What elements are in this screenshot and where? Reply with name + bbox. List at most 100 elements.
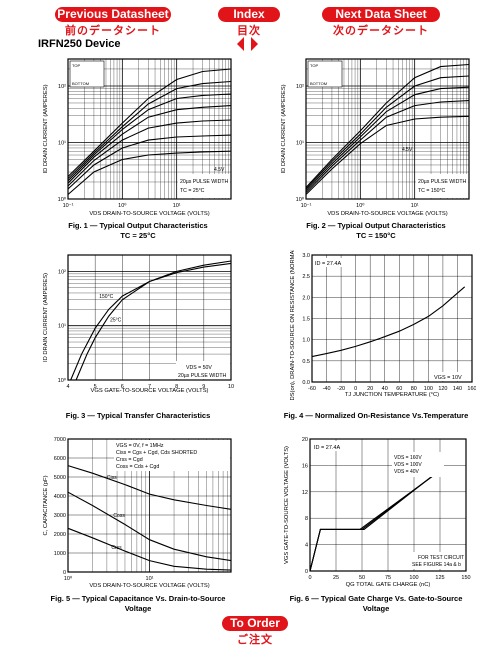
fig2-annotation-pulse: 20µs PULSE WIDTH [418, 179, 466, 185]
fig6-note-line2: SEE FIGURE 14a & b [412, 562, 461, 568]
fig4-annotation-box [314, 258, 348, 267]
fig1-x-axis-label: VDS DRAIN-TO-SOURCE VOLTAGE (VOLTS) [89, 211, 209, 217]
fig5-series-label-crss: Crss [111, 545, 122, 551]
fig2-x-axis-label: VDS DRAIN-TO-SOURCE VOLTAGE (VOLTS) [327, 211, 447, 217]
fig6-y-tick-label: 0 [305, 569, 308, 575]
fig1-annotation-temp: TC = 25°C [180, 188, 205, 194]
fig5-capacitance-chart: 10⁰ 10¹ 0 1000 2000 3000 4000 5000 6000 7000 VDS D… [43, 437, 232, 588]
fig4-y-tick-label: 1.0 [302, 338, 310, 344]
fig1-annotation-pulse: 20µs PULSE WIDTH [180, 179, 228, 185]
fig2-y-axis-label: ID DRAIN CURRENT (AMPERES) [281, 84, 287, 173]
fig6-caption: Fig. 6 — Typical Gate Charge Vs. Gate-to… [261, 594, 491, 614]
fig5-series-0-line [67, 465, 232, 510]
fig5-legend-box [114, 440, 230, 471]
fig5-series-label-coss: Coss [113, 513, 125, 519]
fig4-y-tick-label: 0.0 [302, 380, 310, 386]
fig3-series-label-150c: 150°C [99, 294, 113, 300]
previous-datasheet-button[interactable]: Previous Datasheet [55, 7, 171, 22]
fig2-y-tick-label: 10² [296, 84, 304, 90]
fig3-transfer-characteristics-chart: 4 5 6 7 8 9 10 10⁰ 10¹ 10² VGS GATE-TO-SOURCE VOLT… [43, 254, 234, 394]
fig4-x-tick-label: 0 [354, 386, 357, 392]
fig6-x-axis-label: QG TOTAL GATE CHARGE (nC) [346, 582, 431, 588]
fig4-y-tick-label: 2.5 [302, 274, 310, 280]
fig6-y-tick-label: 20 [302, 437, 308, 443]
index-button[interactable]: Index [218, 7, 280, 22]
fig6-x-tick-label: 150 [461, 575, 470, 581]
next-datasheet-jp-link[interactable]: 次のデータシート [333, 25, 429, 37]
fig3-y-tick-label: 10⁰ [58, 377, 67, 384]
fig1-caption-line2: TC = 25°C [120, 231, 156, 240]
fig1-y-axis-label: ID DRAIN CURRENT (AMPERES) [43, 84, 49, 173]
fig2-y-tick-label: 10⁰ [296, 196, 305, 203]
fig4-x-tick-label: 60 [396, 386, 402, 392]
fig4-x-tick-label: 100 [424, 386, 433, 392]
fig1-x-tick-label: 10¹ [173, 203, 181, 209]
fig1-caption-line1: Fig. 1 — Typical Output Characteristics [68, 221, 208, 230]
next-arrow-icon[interactable] [251, 37, 258, 51]
fig5-caption-line2: Voltage [124, 604, 152, 613]
fig2-series-3-line [305, 100, 470, 193]
fig6-y-tick-label: 12 [302, 490, 308, 496]
fig5-x-tick-label: 10⁰ [64, 575, 73, 582]
fig1-legend-box [69, 60, 105, 88]
fig3-series-0-line [70, 262, 232, 381]
fig4-x-tick-label: 20 [367, 386, 373, 392]
fig5-y-tick-label: 1000 [54, 551, 66, 557]
fig5-y-axis-label: C, CAPACITANCE (pF) [43, 475, 49, 535]
fig3-x-tick-label: 4 [66, 384, 69, 390]
fig1-annotation-gate: 4.5V [214, 167, 225, 173]
fig1-y-tick-label: 10⁰ [58, 196, 67, 203]
fig2-x-tick-label: 10¹ [411, 203, 419, 209]
to-order-jp-link[interactable]: ご注文 [237, 634, 273, 646]
fig1-legend-bottom: BOTTOM [72, 81, 89, 86]
fig1-x-tick-label: 10⁻¹ [63, 203, 74, 209]
fig1-x-tick-label: 10⁰ [118, 202, 127, 209]
fig1-series-0-line [67, 68, 232, 177]
fig4-x-tick-label: -20 [337, 386, 345, 392]
fig4-x-tick-label: 160 [467, 386, 476, 392]
fig3-annotation-box [176, 361, 230, 379]
fig6-x-tick-label: 125 [435, 575, 444, 581]
next-datasheet-button[interactable]: Next Data Sheet [322, 7, 440, 22]
fig2-caption-line2: TC = 150°C [356, 231, 396, 240]
fig3-x-tick-label: 5 [94, 384, 97, 390]
fig6-legend-item: VDS = 40V [394, 469, 420, 475]
fig1-annotation-box [178, 174, 230, 198]
fig4-annotation-id: ID = 27.4A [315, 261, 341, 267]
fig4-y-axis-label: RDS(on), DRAIN-TO-SOURCE ON RESISTANCE (… [290, 250, 296, 400]
fig5-series-label-ciss: Ciss [107, 475, 117, 481]
fig3-y-axis-label: ID DRAIN CURRENT (AMPERES) [43, 273, 49, 362]
fig6-legend-box [392, 452, 444, 477]
fig5-y-tick-label: 7000 [54, 437, 66, 443]
fig4-x-tick-label: 120 [438, 386, 447, 392]
fig4-x-tick-label: 40 [382, 386, 388, 392]
fig6-caption-line1: Fig. 6 — Typical Gate Charge Vs. Gate-to… [289, 594, 463, 603]
previous-datasheet-jp-link[interactable]: 前のデータシート [65, 25, 161, 37]
fig5-y-tick-label: 6000 [54, 456, 66, 462]
fig4-on-resistance-chart: -60 -40 -20 0 20 40 60 80 100 120 140 160 0.0 0.5 1.0 1… [290, 250, 476, 400]
fig2-legend-box [307, 60, 343, 88]
fig5-legend-item: Crss = Cgd [116, 457, 143, 463]
to-order-button[interactable]: To Order [222, 616, 288, 631]
fig6-annotation-box [312, 441, 346, 451]
fig4-annotation-box-2 [432, 372, 470, 381]
fig3-x-tick-label: 9 [202, 384, 205, 390]
fig2-legend-bottom: BOTTOM [310, 81, 327, 86]
fig5-y-tick-label: 3000 [54, 513, 66, 519]
prev-arrow-icon[interactable] [237, 37, 244, 51]
fig4-x-tick-label: 80 [411, 386, 417, 392]
fig6-note-box [410, 552, 464, 569]
fig2-annotation-box [416, 174, 468, 198]
fig6-legend-item: VDS = 160V [394, 455, 422, 461]
fig3-caption: Fig. 3 — Typical Transfer Characteristic… [65, 411, 211, 420]
fig6-y-tick-label: 16 [302, 463, 308, 469]
fig6-legend-item: VDS = 100V [394, 462, 422, 468]
fig4-annotation-vgs: VGS = 10V [434, 375, 462, 381]
fig6-caption-line2: Voltage [362, 604, 390, 613]
fig6-note-line1: FOR TEST CIRCUIT [418, 555, 464, 561]
fig3-y-tick-label: 10² [58, 269, 66, 275]
fig6-annotation-id: ID = 27.4A [314, 445, 340, 451]
fig5-y-tick-label: 0 [63, 570, 66, 576]
fig1-y-tick-label: 10² [58, 84, 66, 90]
index-jp-link[interactable]: 目次 [237, 25, 261, 37]
